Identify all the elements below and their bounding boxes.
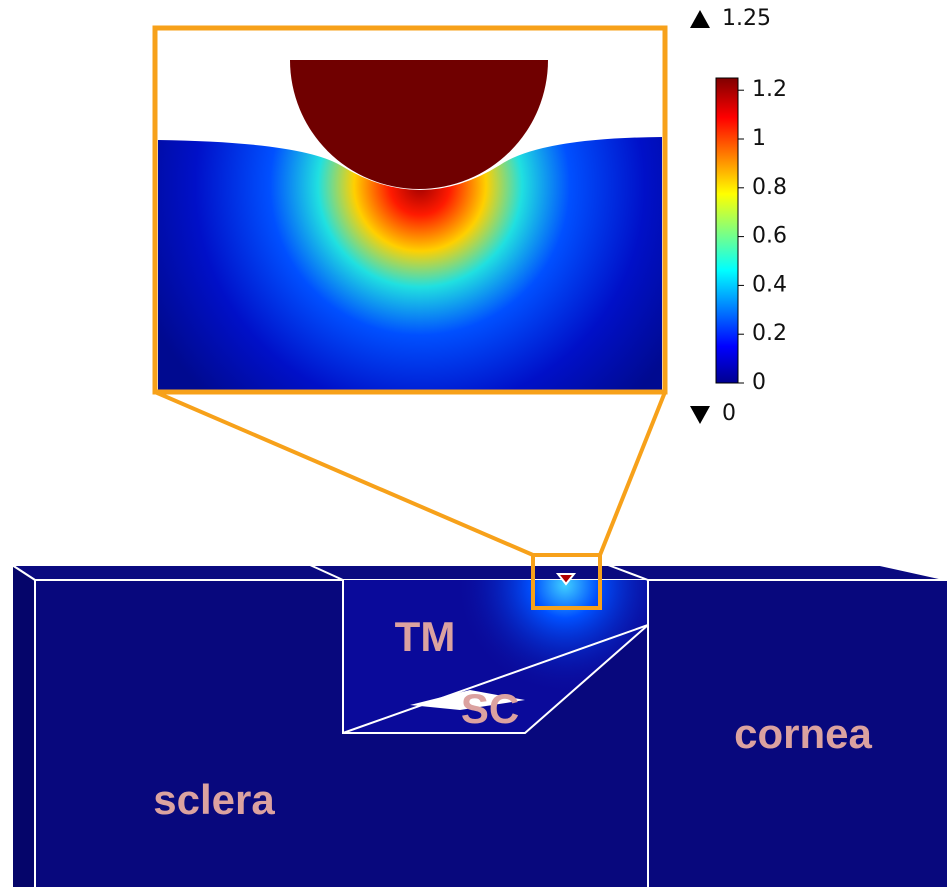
label-tm: TM	[395, 613, 456, 660]
colorbar-max: 1.25	[722, 6, 771, 31]
figure: TM SC cornea sclera 1.25 0 0 0.2 0.4 0.6 0.8…	[0, 0, 948, 888]
label-sc: SC	[461, 685, 519, 732]
label-cornea: cornea	[734, 710, 872, 757]
colorbar-min: 0	[722, 401, 736, 426]
colorbar-tick-label: 1.2	[752, 77, 787, 102]
colorbar-tick-label: 0.8	[752, 175, 787, 200]
colorbar-tick-label: 0.6	[752, 224, 787, 249]
colorbar: 1.25 0	[690, 6, 771, 426]
inset	[155, 28, 665, 392]
colorbar-tick-label: 1	[752, 126, 766, 151]
colorbar-tick-label: 0.2	[752, 321, 787, 346]
colorbar-tick-label: 0	[752, 370, 766, 395]
colorbar-tick-label: 0.4	[752, 272, 787, 297]
zoom-lines	[155, 392, 665, 555]
label-sclera: sclera	[153, 776, 275, 823]
